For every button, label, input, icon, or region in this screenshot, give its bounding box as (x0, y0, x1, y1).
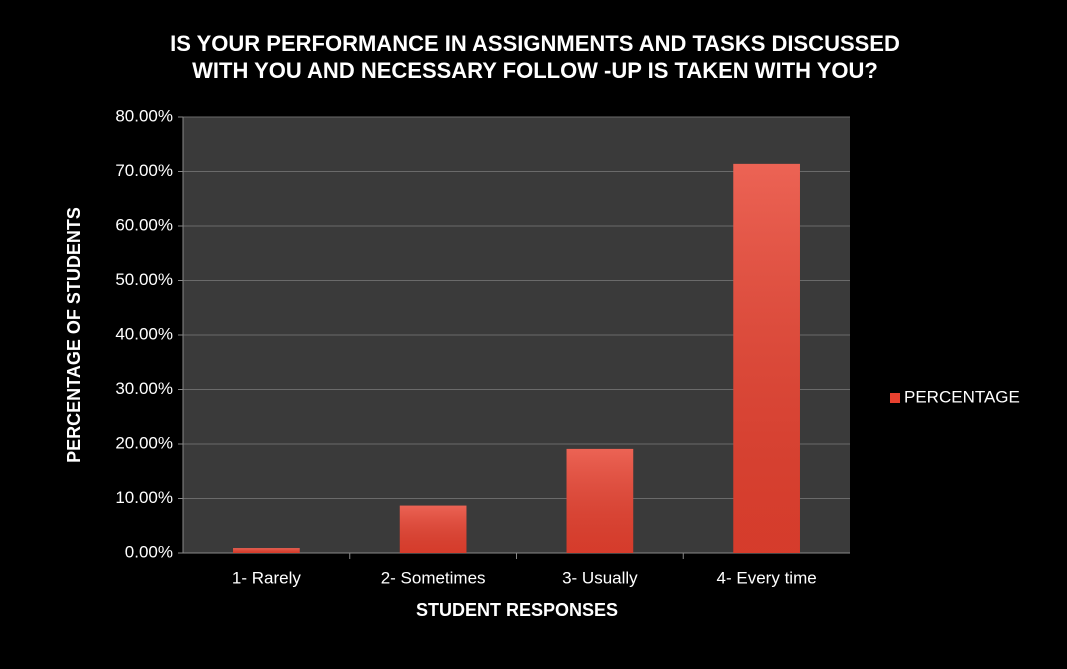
y-tick-label: 30.00% (115, 379, 173, 398)
chart-title: IS YOUR PERFORMANCE IN ASSIGNMENTS AND T… (170, 31, 900, 83)
legend-swatch (890, 393, 900, 403)
bar-shade (399, 505, 467, 553)
y-tick-label: 80.00% (115, 106, 173, 125)
y-tick-label: 10.00% (115, 488, 173, 507)
x-tick-label: 2- Sometimes (381, 568, 486, 587)
y-tick-label: 20.00% (115, 433, 173, 452)
y-tick-label: 60.00% (115, 215, 173, 234)
y-tick-label: 70.00% (115, 161, 173, 180)
x-tick-label: 1- Rarely (232, 568, 301, 587)
y-axis-label: PERCENTAGE OF STUDENTS (64, 207, 84, 463)
y-tick-label: 40.00% (115, 324, 173, 343)
bar-shade (566, 448, 634, 553)
x-axis-label: STUDENT RESPONSES (416, 600, 618, 620)
bar-shade (233, 548, 300, 553)
bar-shade (733, 163, 800, 553)
y-tick-label: 50.00% (115, 270, 173, 289)
x-tick-label: 3- Usually (562, 568, 638, 587)
x-tick-label: 4- Every time (717, 568, 817, 587)
y-tick-label: 0.00% (125, 542, 173, 561)
legend-label: PERCENTAGE (904, 387, 1020, 406)
